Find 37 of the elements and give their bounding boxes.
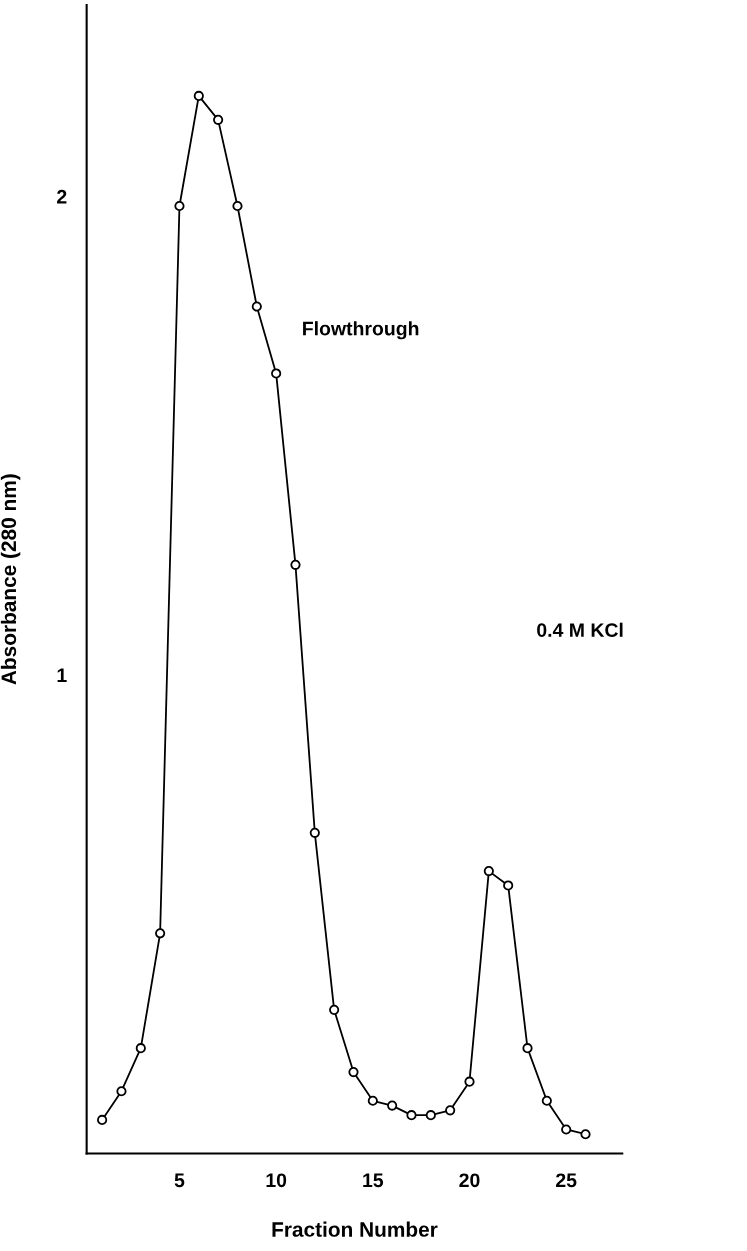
point [483,866,494,877]
point [522,1043,533,1054]
point [406,1110,417,1121]
y-tick-label: 2 [57,189,67,204]
x-tick-label: 15 [363,1173,384,1188]
x-tick-label: 5 [174,1173,185,1188]
point [561,1124,572,1135]
point [135,1043,146,1054]
point [232,200,243,212]
point [290,559,301,570]
point [251,301,262,312]
y-tick-label: 1 [57,668,67,682]
x-tick-label: 10 [266,1173,287,1188]
point [541,1095,552,1106]
annotation: 0.4 M KCl [537,622,623,637]
point [213,114,224,125]
point [464,1076,475,1087]
point [367,1095,378,1106]
x-tick-label: 20 [459,1173,480,1188]
point [174,200,185,212]
point [155,928,166,939]
point [116,1086,127,1097]
point [348,1067,359,1078]
point [580,1129,591,1140]
y-axis-title: Absorbance (280 nm) [0,474,21,685]
point [425,1110,436,1121]
annotation: Flowthrough [303,321,419,340]
point [329,1004,340,1015]
point [271,368,282,379]
x-axis-title: Fraction Number [272,1221,438,1237]
point [387,1100,398,1111]
point [97,1114,108,1125]
point [445,1105,456,1116]
point [309,827,320,838]
x-tick-label: 25 [556,1173,577,1188]
point [193,90,204,101]
point [503,880,514,891]
